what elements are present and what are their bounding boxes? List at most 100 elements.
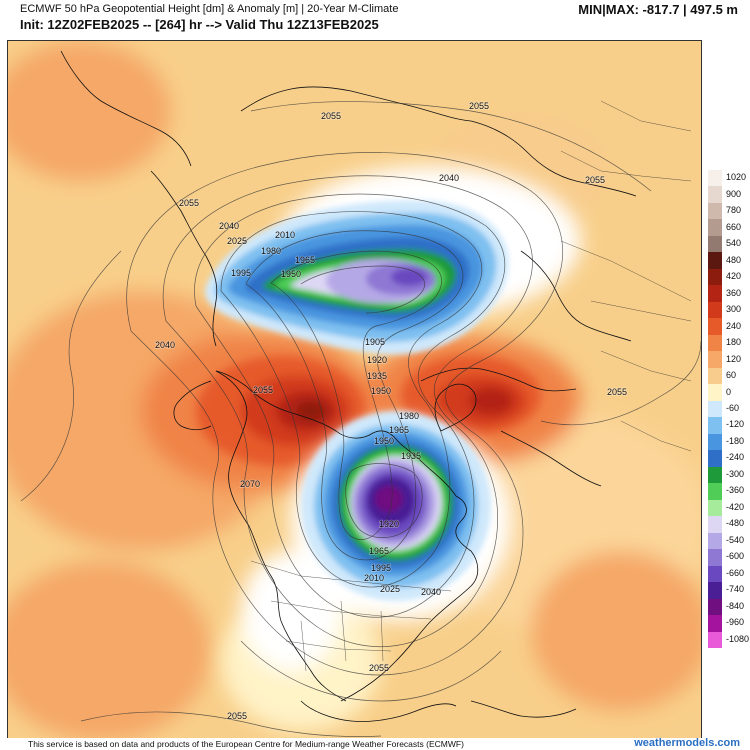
contour-label: 2025 — [227, 236, 247, 246]
colorbar-tick-label: -180 — [726, 435, 745, 446]
colorbar-tick-label: -540 — [726, 534, 745, 545]
data-credit-text: This service is based on data and produc… — [28, 739, 464, 749]
colorbar-swatch — [708, 582, 722, 600]
colorbar-swatch — [708, 516, 722, 534]
colorbar-tick-label: -360 — [726, 485, 745, 496]
contour-label: 2055 — [253, 385, 273, 395]
colorbar-tick-label: 300 — [726, 304, 742, 315]
contour-label: 2055 — [179, 198, 199, 208]
colorbar-swatch — [708, 268, 722, 286]
brand-link[interactable]: weathermodels.com — [634, 737, 740, 749]
contour-label: 2010 — [275, 230, 295, 240]
colorbar-swatch — [708, 400, 722, 418]
colorbar-swatch — [708, 186, 722, 204]
contour-label: 2055 — [585, 175, 605, 185]
colorbar-tick-label: 120 — [726, 353, 742, 364]
colorbar-tick-label: -300 — [726, 468, 745, 479]
colorbar-swatch — [708, 235, 722, 253]
header-bar: ECMWF 50 hPa Geopotential Height [dm] & … — [0, 0, 750, 38]
colorbar-tick-label: -480 — [726, 518, 745, 529]
colorbar-swatch — [708, 351, 722, 369]
colorbar-swatch — [708, 318, 722, 336]
colorbar-swatch — [708, 615, 722, 632]
contour-label: 2055 — [607, 387, 627, 397]
map-valid-time: Init: 12Z02FEB2025 -- [264] hr --> Valid… — [20, 17, 379, 32]
contour-label: 1995 — [231, 268, 251, 278]
contour-label: 2010 — [364, 573, 384, 583]
colorbar-tick-label: -960 — [726, 617, 745, 628]
colorbar-swatch — [708, 549, 722, 567]
colorbar-tick-label: 1020 — [726, 172, 747, 183]
colorbar-tick-label: -60 — [726, 403, 740, 413]
contour-label: 2055 — [469, 101, 489, 111]
colorbar-swatch — [708, 598, 722, 616]
footer-bar — [0, 738, 750, 750]
coastlines — [60, 50, 637, 722]
strong-positive-anomaly — [196, 356, 541, 466]
colorbar-swatch — [708, 301, 722, 319]
colorbar-swatch — [708, 499, 722, 517]
colorbar-swatch — [708, 532, 722, 550]
colorbar-tick-label: 540 — [726, 238, 742, 249]
colorbar-tick-label: 780 — [726, 205, 742, 216]
contour-label: 1950 — [371, 386, 391, 396]
contour-label: 1995 — [371, 563, 391, 573]
colorbar-tick-label: -840 — [726, 600, 745, 611]
min-max-readout: MIN|MAX: -817.7 | 497.5 m — [578, 2, 738, 17]
colorbar-swatch — [708, 384, 722, 402]
colorbar-swatch — [708, 202, 722, 220]
colorbar-swatch — [708, 433, 722, 451]
colorbar-tick-label: -240 — [726, 452, 745, 463]
colorbar-tick-label: 180 — [726, 337, 742, 348]
colorbar-tick-label: 660 — [726, 221, 742, 232]
contour-label: 1935 — [401, 451, 421, 461]
colorbar-tick-label: 480 — [726, 254, 742, 265]
contour-label: 1965 — [295, 255, 315, 265]
contour-label: 1965 — [369, 546, 389, 556]
contour-label: 1935 — [367, 371, 387, 381]
colorbar-swatch — [708, 367, 722, 385]
contour-label: 1980 — [399, 411, 419, 421]
colorbar-tick-label: 360 — [726, 287, 742, 298]
colorbar-tick-label: -660 — [726, 567, 745, 578]
contour-label: 2040 — [439, 173, 459, 183]
contour-label: 1950 — [374, 436, 394, 446]
colorbar-swatch — [708, 466, 722, 484]
colorbar-swatch — [708, 450, 722, 468]
contour-label: 1905 — [365, 337, 385, 347]
colorbar-tick-label: -740 — [726, 584, 745, 595]
colorbar-tick-label: -120 — [726, 419, 745, 430]
anomaly-colorbar — [708, 170, 722, 649]
upper-polar-vortex — [205, 200, 509, 355]
colorbar-swatch — [708, 631, 722, 649]
map-title: ECMWF 50 hPa Geopotential Height [dm] & … — [20, 3, 399, 15]
colorbar-tick-label: 420 — [726, 271, 742, 282]
political-borders — [250, 100, 692, 672]
contour-label: 2025 — [380, 584, 400, 594]
colorbar-tick-label: -600 — [726, 551, 745, 562]
contour-label: 2040 — [219, 221, 239, 231]
contour-label: 1920 — [379, 519, 399, 529]
colorbar-swatch — [708, 252, 722, 270]
colorbar-swatch — [708, 417, 722, 435]
contour-label: 2055 — [369, 663, 389, 673]
colorbar-tick-label: -1080 — [726, 633, 750, 644]
colorbar-swatch — [708, 219, 722, 237]
contour-label: 1980 — [261, 246, 281, 256]
height-contours — [20, 101, 701, 737]
contour-label: 2055 — [227, 711, 247, 721]
colorbar-tick-label: 0 — [726, 386, 732, 397]
colorbar-tick-label: -420 — [726, 501, 745, 512]
contour-label: 2070 — [240, 479, 260, 489]
colorbar-tick-label: 60 — [726, 370, 737, 381]
colorbar-swatch — [708, 565, 722, 583]
contour-label: 2055 — [321, 111, 341, 121]
colorbar-swatch — [708, 285, 722, 303]
colorbar-swatch — [708, 483, 722, 501]
contour-label: 1950 — [281, 269, 301, 279]
colorbar-tick-label: 900 — [726, 188, 742, 199]
contour-label: 1965 — [389, 425, 409, 435]
contour-label: 1920 — [367, 355, 387, 365]
